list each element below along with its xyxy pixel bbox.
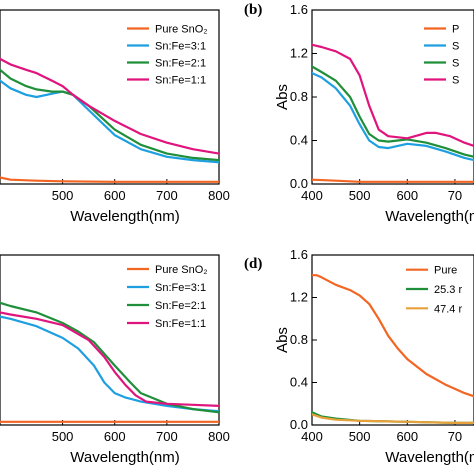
legend-entry: 47.4 r (434, 303, 462, 315)
y-tick-label: 0.0 (290, 417, 308, 432)
series-line-a-1 (0, 79, 219, 164)
legend-entry: Sn:Fe=2:1 (155, 58, 206, 70)
y-tick-label: 0.0 (290, 176, 308, 191)
panel-c: 500 600 700 800 Wavelength(nm) Pure SnO₂ Sn:Fe… (0, 254, 230, 466)
x-tick-label: 400 (301, 188, 323, 203)
x-tick-label: 500 (52, 188, 74, 203)
legend-entry: S (452, 75, 459, 87)
x-tick-label: 800 (208, 188, 230, 203)
x-tick-label: 600 (396, 429, 418, 444)
x-tick-label: 600 (104, 188, 126, 203)
plot-frame (0, 254, 220, 426)
y-tick-label: 1.2 (290, 290, 308, 305)
x-axis-title: Wavelength(nm) (70, 208, 179, 225)
legend-entry: Pure (434, 265, 457, 277)
x-tick-label: 400 (301, 429, 323, 444)
series-line-c-3 (0, 311, 219, 407)
plot-frame (311, 254, 474, 426)
panel-label: (b) (244, 2, 262, 18)
y-tick-label: 1.6 (290, 2, 308, 17)
y-tick-label: 1.2 (290, 46, 308, 61)
series-line-a-0 (0, 176, 219, 183)
legend-entry: Pure SnO₂ (155, 264, 208, 276)
legend: Pure SnO₂ Sn:Fe=3:1 Sn:Fe=2:1 Sn:Fe=1:1 (127, 24, 208, 87)
legend-entry: Sn:Fe=3:1 (155, 41, 206, 53)
legend-entry: S (452, 41, 459, 53)
y-tick-label: 0.8 (290, 332, 308, 347)
x-tick-label: 700 (156, 429, 178, 444)
y-tick-label: 0.8 (290, 89, 308, 104)
x-tick-label: 500 (349, 429, 371, 444)
legend-entry: Sn:Fe=2:1 (155, 300, 206, 312)
x-axis-title: Wavelength(nm) (70, 449, 179, 466)
x-tick-label: 800 (208, 429, 230, 444)
panel-d: 400 500 600 70 0.0 0.4 0.8 1.2 1.6 Wavelength(nm)… (244, 247, 474, 466)
x-tick-label: 70 (448, 188, 462, 203)
panel-b: 400 500 600 70 0.0 0.4 0.8 1.2 1.6 Wavelength(nm)… (244, 2, 474, 225)
x-tick-label: 500 (349, 188, 371, 203)
legend: Pure SnO₂ Sn:Fe=3:1 Sn:Fe=2:1 Sn:Fe=1:1 (127, 264, 208, 330)
legend-entry: Sn:Fe=1:1 (155, 318, 206, 330)
legend: Pure 25.3 r 47.4 r (406, 265, 462, 315)
legend-entry: Sn:Fe=3:1 (155, 282, 206, 294)
series-line-a-3 (0, 57, 219, 155)
x-tick-label: 600 (396, 188, 418, 203)
legend-entry: S (452, 58, 459, 70)
y-axis-title: Abs (274, 327, 291, 353)
y-tick-label: 1.6 (290, 247, 308, 262)
legend-entry: 25.3 r (434, 284, 462, 296)
legend-entry: Sn:Fe=1:1 (155, 75, 206, 87)
panel-a: 500 600 700 800 Wavelength(nm) Pure SnO₂ Sn:Fe… (0, 9, 230, 225)
x-tick-label: 700 (156, 188, 178, 203)
y-axis-title: Abs (274, 84, 291, 110)
y-tick-label: 0.4 (290, 133, 308, 148)
x-tick-label: 600 (104, 429, 126, 444)
series-line-b-3 (312, 43, 474, 147)
series-line-d-0 (312, 274, 474, 398)
y-tick-label: 0.4 (290, 375, 308, 390)
series-line-d-2 (312, 413, 474, 424)
series-line-c-1 (0, 315, 219, 413)
series-line-b-2 (312, 65, 474, 158)
x-tick-label: 70 (448, 429, 462, 444)
legend-entry: Pure SnO₂ (155, 24, 208, 36)
x-tick-label: 500 (52, 429, 74, 444)
x-axis-title: Wavelength(nm) (385, 208, 474, 225)
series-line-b-0 (312, 178, 474, 183)
legend-entry: P (452, 24, 459, 36)
plot-frame (311, 9, 474, 185)
plot-frame (0, 9, 220, 185)
series-line-b-1 (312, 72, 474, 162)
x-axis-title: Wavelength(nm) (385, 449, 474, 466)
panel-label: (d) (244, 256, 262, 272)
